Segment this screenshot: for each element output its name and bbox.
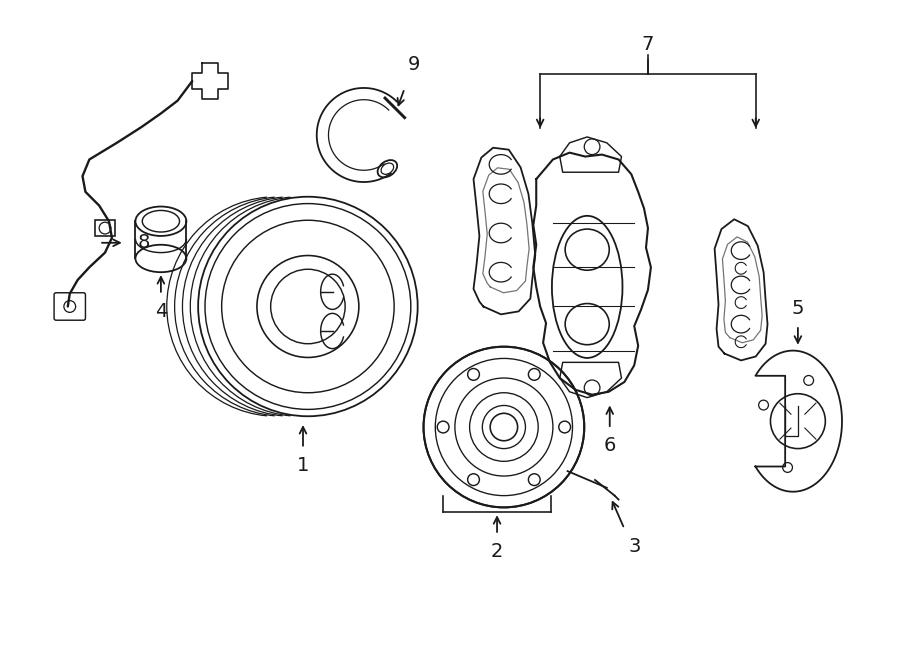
Text: 8: 8	[138, 233, 150, 253]
Text: 7: 7	[642, 35, 654, 54]
Text: 3: 3	[628, 537, 641, 556]
Text: 4: 4	[155, 302, 167, 321]
Text: 5: 5	[792, 299, 805, 318]
Text: 2: 2	[491, 542, 503, 561]
Bar	[95, 220, 115, 236]
Text: 9: 9	[409, 56, 420, 74]
Text: 1: 1	[297, 455, 310, 475]
Text: 6: 6	[604, 436, 616, 455]
